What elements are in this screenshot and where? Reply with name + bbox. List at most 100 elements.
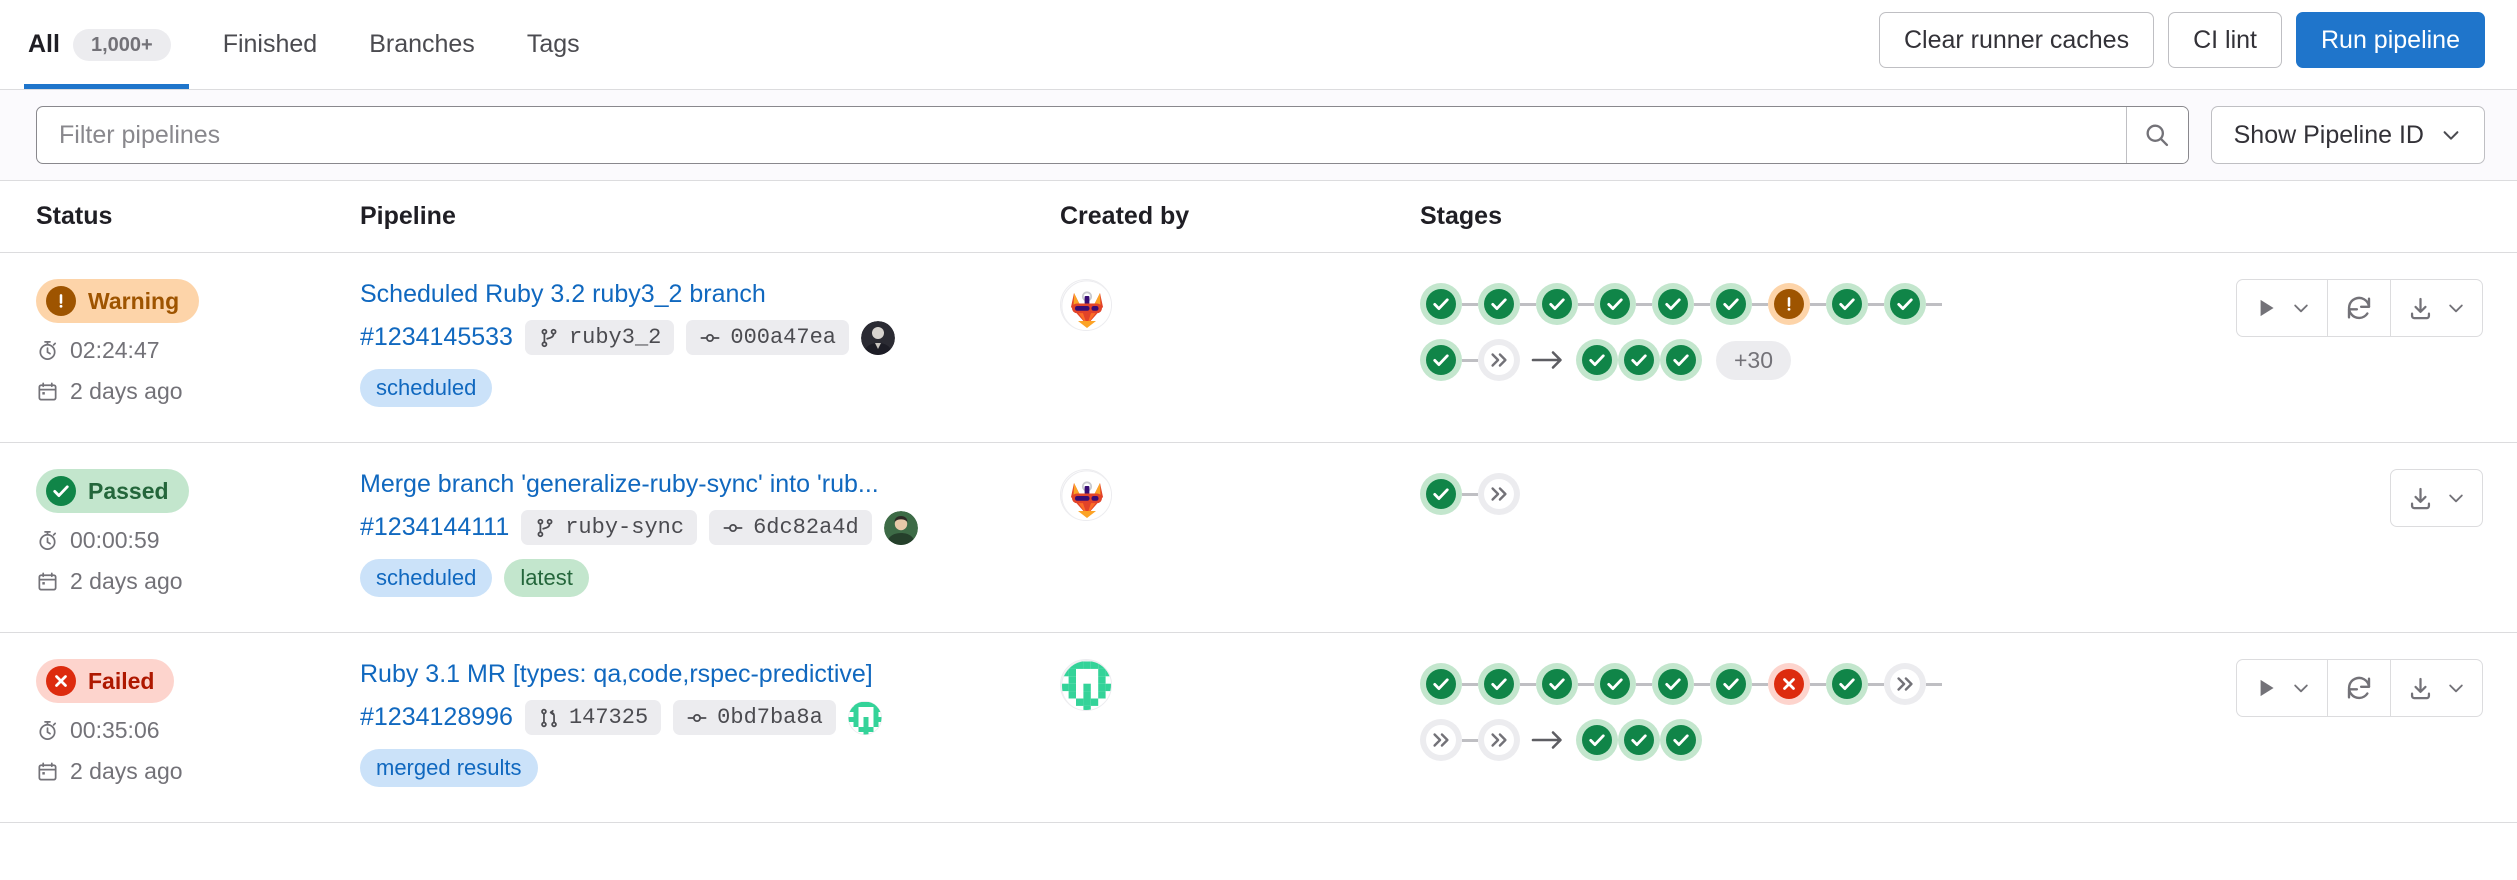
stage-connector [1578, 302, 1594, 306]
stage-icon-skipped[interactable] [1420, 719, 1462, 761]
stage-connector [1578, 682, 1594, 686]
stage-icon-warning[interactable] [1768, 283, 1810, 325]
stage-core [1716, 289, 1746, 319]
stage-core [1484, 725, 1514, 755]
stage-icon-skipped[interactable] [1478, 719, 1520, 761]
stage-icon-success[interactable] [1420, 663, 1462, 705]
download-artifacts-button[interactable] [2391, 279, 2483, 337]
manual-actions-button[interactable] [2236, 659, 2328, 717]
ref-chip[interactable]: ruby3_2 [524, 320, 675, 356]
tab-branches[interactable]: Branches [343, 0, 501, 89]
commit-author-avatar[interactable] [883, 510, 918, 545]
page-top-bar: All 1,000+ Finished Branches Tags Clear … [0, 0, 2517, 90]
pipeline-title-link[interactable]: Merge branch 'generalize-ruby-sync' into… [360, 470, 879, 498]
stage-icon-success[interactable] [1660, 719, 1702, 761]
pipeline-id-link[interactable]: #1234144111 [360, 513, 510, 542]
stage-icon-success[interactable] [1826, 663, 1868, 705]
stage-icon-success[interactable] [1594, 663, 1636, 705]
stage-connector [1694, 302, 1710, 306]
ref-chip[interactable]: 147325 [524, 700, 662, 736]
clear-runner-caches-button[interactable]: Clear runner caches [1878, 12, 2155, 68]
stage-icon-success[interactable] [1420, 473, 1462, 515]
table-header: Status Pipeline Created by Stages [0, 181, 2517, 253]
pipeline-tag[interactable]: latest [504, 559, 589, 597]
download-artifacts-button[interactable] [2391, 659, 2483, 717]
stage-icon-success[interactable] [1420, 283, 1462, 325]
stage-icon-success[interactable] [1576, 719, 1618, 761]
stage-icon-success[interactable] [1618, 339, 1660, 381]
commit-chip[interactable]: 0bd7ba8a [673, 700, 836, 736]
manual-actions-button[interactable] [2236, 279, 2328, 337]
retry-pipeline-button[interactable] [2328, 659, 2391, 717]
ref-chip[interactable]: ruby-sync [521, 510, 698, 546]
pipeline-id-link[interactable]: #1234128996 [360, 703, 513, 732]
status-badge[interactable]: Passed [36, 469, 189, 513]
stage-icon-success[interactable] [1826, 283, 1868, 325]
pipeline-tags: scheduled [360, 369, 1060, 407]
stage-icon-failed[interactable] [1768, 663, 1810, 705]
commit-author-avatar[interactable] [847, 700, 882, 735]
chevron-down-icon [2446, 488, 2466, 508]
chevron-down-icon [2291, 298, 2311, 318]
search-icon [2143, 121, 2171, 149]
finished-text: 2 days ago [70, 568, 183, 594]
pipeline-title-link[interactable]: Scheduled Ruby 3.2 ruby3_2 branch [360, 280, 766, 308]
pipeline-tags: scheduled latest [360, 559, 1060, 597]
retry-pipeline-button[interactable] [2328, 279, 2391, 337]
stage-icon-success[interactable] [1652, 283, 1694, 325]
pipeline-tag[interactable]: scheduled [360, 369, 493, 407]
stage-icon-success[interactable] [1710, 663, 1752, 705]
stage-connector [1810, 302, 1826, 306]
stage-icon-success[interactable] [1536, 283, 1578, 325]
pipeline-tag[interactable]: merged results [360, 749, 538, 787]
stage-core [1624, 725, 1654, 755]
tab-finished[interactable]: Finished [197, 0, 344, 89]
stage-icon-success[interactable] [1478, 663, 1520, 705]
stage-icon-success[interactable] [1618, 719, 1660, 761]
stage-core [1600, 669, 1630, 699]
creator-avatar[interactable] [1060, 469, 1112, 521]
tab-tags[interactable]: Tags [501, 0, 606, 89]
stage-line [1420, 719, 2237, 761]
stage-icon-success[interactable] [1710, 283, 1752, 325]
pipeline-tag[interactable]: scheduled [360, 559, 493, 597]
stage-icon-success[interactable] [1652, 663, 1694, 705]
run-pipeline-button[interactable]: Run pipeline [2296, 12, 2485, 68]
status-badge[interactable]: Warning [36, 279, 200, 323]
search-input[interactable] [37, 107, 2126, 163]
stage-core [1484, 479, 1514, 509]
stage-icon-skipped[interactable] [1478, 339, 1520, 381]
download-artifacts-button[interactable] [2390, 469, 2483, 527]
pipeline-title-link[interactable]: Ruby 3.1 MR [types: qa,code,rspec-predic… [360, 660, 873, 688]
stage-icon-success[interactable] [1594, 283, 1636, 325]
header-stages: Stages [1420, 202, 1502, 230]
stage-icon-success[interactable] [1478, 283, 1520, 325]
search-button[interactable] [2125, 107, 2188, 163]
stage-icon-skipped[interactable] [1884, 663, 1926, 705]
pipeline-id-link[interactable]: #1234145533 [360, 323, 513, 352]
stage-line [1420, 663, 2237, 705]
creator-avatar[interactable] [1060, 279, 1112, 331]
stage-core [1426, 479, 1456, 509]
tab-all[interactable]: All 1,000+ [24, 0, 197, 89]
download-icon [2407, 295, 2434, 322]
commit-author-avatar[interactable] [861, 320, 895, 355]
stage-icon-skipped[interactable] [1478, 473, 1520, 515]
show-pipeline-id-dropdown[interactable]: Show Pipeline ID [2210, 106, 2485, 164]
stage-icon-success[interactable] [1576, 339, 1618, 381]
stage-icon-success[interactable] [1536, 663, 1578, 705]
stage-core [1600, 289, 1630, 319]
status-badge[interactable]: Failed [36, 659, 175, 703]
filter-pipelines-field[interactable] [36, 106, 2189, 164]
commit-icon [699, 327, 721, 349]
ci-lint-button[interactable]: CI lint [2168, 12, 2282, 68]
stage-icon-success[interactable] [1884, 283, 1926, 325]
commit-chip[interactable]: 000a47ea [686, 320, 849, 356]
commit-chip[interactable]: 6dc82a4d [709, 510, 872, 546]
more-stages-chip[interactable]: +30 [1716, 340, 1792, 380]
stage-icon-success[interactable] [1420, 339, 1462, 381]
stage-icon-success[interactable] [1660, 339, 1702, 381]
creator-avatar[interactable] [1060, 659, 1112, 711]
branch-icon [534, 517, 556, 539]
